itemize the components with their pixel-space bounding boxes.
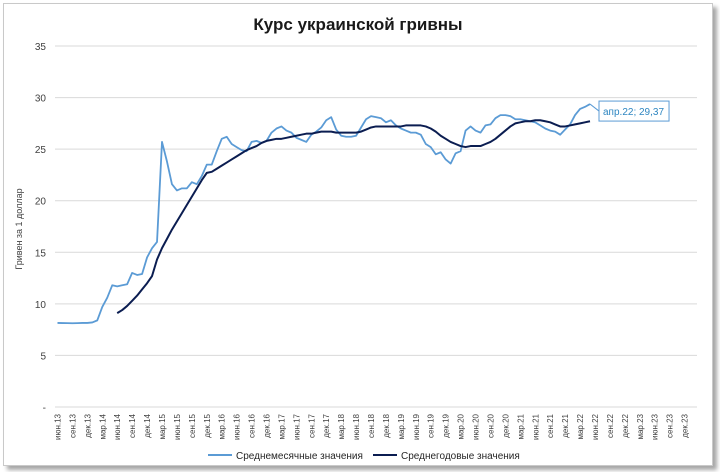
- x-tick-label: мар.17: [277, 413, 286, 439]
- series-layer: [57, 103, 591, 325]
- chart-title: Курс украинской гривны: [253, 15, 462, 34]
- x-tick-label: мар.22: [576, 413, 585, 439]
- x-tick-label: июн.21: [531, 413, 540, 440]
- annotation-leader-line: [589, 103, 600, 112]
- x-tick-label: дек.20: [501, 413, 510, 437]
- x-tick-label: дек.18: [382, 413, 391, 437]
- x-tick-label: июн.20: [472, 413, 481, 440]
- x-tick-label: дек.17: [322, 413, 331, 437]
- x-tick-label: сен.14: [128, 413, 137, 438]
- x-tick-label: дек.21: [561, 413, 570, 437]
- y-tick-label: -: [43, 403, 46, 414]
- annotation-box: [598, 100, 670, 122]
- legend-label-yearly: Среднегодовые значения: [401, 451, 520, 462]
- x-tick-label: мар.18: [337, 413, 346, 439]
- series-line-1: [116, 119, 591, 314]
- x-tick-label: дек.16: [263, 413, 272, 437]
- legend: Среднемесячные значения Среднегодовые зн…: [208, 451, 520, 462]
- x-tick-label: июн.13: [53, 413, 62, 440]
- y-tick-label: 35: [35, 42, 47, 53]
- x-tick-label: мар.19: [397, 413, 406, 439]
- x-tick-label: сен.15: [188, 413, 197, 438]
- line-chart: Курс украинской гривны Гривен за 1 долла…: [14, 15, 697, 462]
- x-tick-label: июн.14: [113, 413, 122, 440]
- x-tick-label: июн.18: [352, 413, 361, 440]
- x-tick-label: дек.19: [442, 413, 451, 437]
- x-axis-ticks: июн.13 сен.13 дек.13 мар.14 июн.14 сен.14 дек.…: [53, 413, 689, 440]
- chart-frame: Курс украинской гривны Гривен за 1 долла…: [3, 3, 713, 466]
- x-tick-label: сен.22: [606, 413, 615, 438]
- x-tick-label: июн.16: [233, 413, 242, 440]
- y-tick-label: 10: [35, 300, 47, 311]
- x-tick-label: июн.23: [651, 413, 660, 440]
- grid-layer: [55, 45, 697, 408]
- x-tick-label: сен.21: [546, 413, 555, 438]
- x-tick-label: июн.22: [591, 413, 600, 440]
- x-tick-label: июн.15: [173, 413, 182, 440]
- x-tick-label: сен.16: [248, 413, 257, 438]
- y-tick-label: 15: [35, 248, 47, 259]
- x-tick-label: сен.19: [427, 413, 436, 438]
- x-tick-label: дек.23: [681, 413, 690, 437]
- y-axis-label: Гривен за 1 доллар: [14, 188, 24, 269]
- annotation-callout: апр.22; 29,37: [589, 100, 670, 122]
- y-tick-label: 5: [40, 351, 46, 362]
- x-tick-label: сен.17: [307, 413, 316, 438]
- x-tick-label: сен.20: [486, 413, 495, 438]
- series-line-0: [57, 103, 591, 325]
- x-tick-label: мар.20: [457, 413, 466, 439]
- y-tick-label: 25: [35, 145, 47, 156]
- y-axis-ticks: - 5 10 15 20 25 30 35: [35, 42, 47, 414]
- y-tick-label: 30: [35, 94, 47, 105]
- y-tick-label: 20: [35, 197, 47, 208]
- x-tick-label: сен.13: [68, 413, 77, 438]
- x-tick-label: июн.19: [412, 413, 421, 440]
- annotation-label: апр.22; 29,37: [603, 107, 664, 118]
- x-tick-label: мар.16: [218, 413, 227, 439]
- x-tick-label: июн.17: [292, 413, 301, 440]
- x-tick-label: дек.15: [203, 413, 212, 437]
- x-tick-label: сен.18: [367, 413, 376, 438]
- legend-label-monthly: Среднемесячные значения: [236, 451, 363, 462]
- x-tick-label: дек.22: [621, 413, 630, 437]
- x-tick-label: мар.14: [98, 413, 107, 439]
- x-tick-label: мар.21: [516, 413, 525, 439]
- x-tick-label: мар.15: [158, 413, 167, 439]
- x-tick-label: мар.23: [636, 413, 645, 439]
- x-tick-label: дек.13: [83, 413, 92, 437]
- x-tick-label: дек.14: [143, 413, 152, 437]
- x-tick-label: сен.23: [666, 413, 675, 438]
